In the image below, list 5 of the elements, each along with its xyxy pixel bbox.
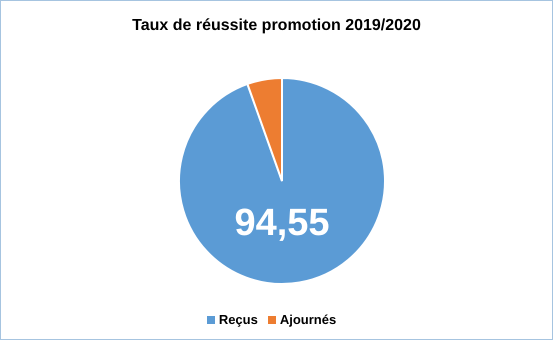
legend-label: Reçus xyxy=(218,312,258,327)
data-label: 94,55 xyxy=(234,202,330,244)
pie-slice xyxy=(178,77,386,285)
legend-label: Ajournés xyxy=(280,312,336,327)
chart-title: Taux de réussite promotion 2019/2020 xyxy=(131,17,422,35)
